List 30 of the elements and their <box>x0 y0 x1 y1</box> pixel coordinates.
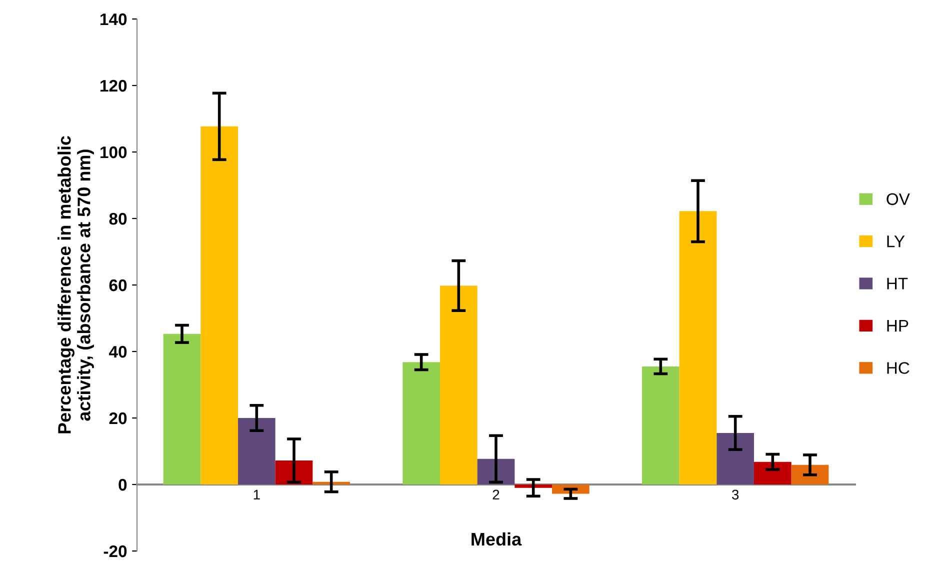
bar <box>514 484 552 488</box>
bar <box>440 286 478 484</box>
legend-label: LY <box>887 236 905 248</box>
y-tick-label: 100 <box>100 146 127 158</box>
legend-label: HT <box>887 278 908 290</box>
y-tick-label: 80 <box>109 212 127 225</box>
y-tick-label: 140 <box>100 13 127 26</box>
bar <box>679 211 717 484</box>
x-tick-label: 3 <box>732 490 739 500</box>
legend-label: OV <box>886 193 910 206</box>
x-tick-label: 2 <box>492 490 500 500</box>
bar <box>402 362 440 484</box>
bar <box>238 418 276 484</box>
y-tick-label: 60 <box>109 279 127 292</box>
legend-label: HC <box>887 362 910 374</box>
x-axis-title: Media <box>472 532 522 546</box>
bar <box>791 464 829 484</box>
y-tick-label: 40 <box>108 346 127 358</box>
y-tick-label: 120 <box>100 80 127 92</box>
y-tick-label: 20 <box>109 412 127 424</box>
x-tick-label: 1 <box>254 490 260 500</box>
legend-label: HP <box>887 320 908 332</box>
bar <box>716 432 754 484</box>
bar <box>200 126 238 484</box>
bar <box>642 366 680 484</box>
bar <box>754 462 792 484</box>
y-tick-label: -20 <box>104 545 127 558</box>
y-axis-title: Percentage difference in metabolic activity, (absorbance at 570 nm) <box>58 136 94 434</box>
y-tick-label: 0 <box>118 478 127 491</box>
bar <box>163 334 201 484</box>
